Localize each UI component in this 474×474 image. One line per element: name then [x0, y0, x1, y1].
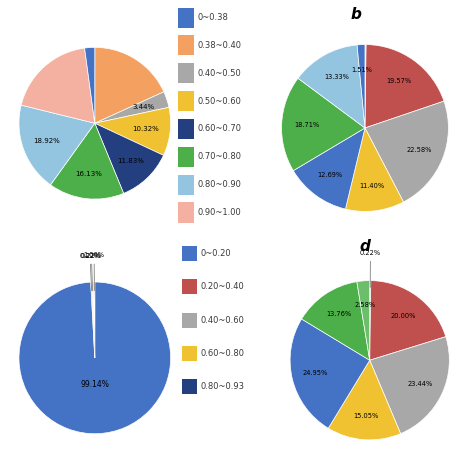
Bar [178, 174, 194, 195]
Text: 3.44%: 3.44% [133, 104, 155, 110]
Wedge shape [95, 107, 171, 155]
Text: 2.58%: 2.58% [355, 301, 376, 308]
Wedge shape [92, 282, 95, 358]
Wedge shape [94, 282, 95, 358]
Text: 0.90~1.00: 0.90~1.00 [198, 208, 242, 217]
Bar [182, 280, 197, 294]
Wedge shape [370, 337, 449, 434]
Wedge shape [95, 47, 164, 123]
Text: 13.33%: 13.33% [324, 74, 349, 80]
Text: 1.00%: 1.00% [83, 253, 105, 291]
Text: 0.60~0.80: 0.60~0.80 [200, 349, 244, 358]
Text: 0.80~0.90: 0.80~0.90 [198, 180, 242, 189]
Wedge shape [293, 128, 365, 209]
Text: 0.60~0.70: 0.60~0.70 [198, 125, 242, 134]
Text: 24.95%: 24.95% [303, 371, 328, 376]
Wedge shape [357, 281, 370, 360]
Text: 1.51%: 1.51% [352, 67, 373, 73]
Text: 0.50~0.60: 0.50~0.60 [198, 97, 242, 106]
Text: 23.44%: 23.44% [408, 381, 433, 387]
Wedge shape [84, 47, 95, 123]
Text: 0.22%: 0.22% [80, 253, 100, 291]
Text: 19.57%: 19.57% [387, 78, 412, 84]
Wedge shape [91, 282, 95, 358]
Bar [178, 8, 194, 27]
Text: 0~0.20: 0~0.20 [200, 249, 231, 258]
Text: 0.20~0.40: 0.20~0.40 [200, 283, 244, 292]
Text: 18.71%: 18.71% [294, 122, 319, 128]
Wedge shape [95, 92, 169, 123]
Bar [178, 147, 194, 167]
Wedge shape [370, 281, 371, 360]
Wedge shape [365, 45, 366, 128]
Text: b: b [350, 7, 361, 22]
Wedge shape [328, 360, 401, 440]
Wedge shape [346, 128, 403, 211]
Text: d: d [360, 239, 370, 255]
Text: 16.13%: 16.13% [75, 172, 102, 177]
Text: 12.69%: 12.69% [318, 172, 343, 178]
Wedge shape [19, 282, 171, 434]
Wedge shape [357, 45, 365, 128]
Text: 13.76%: 13.76% [326, 311, 351, 317]
Text: 11.83%: 11.83% [117, 157, 144, 164]
Text: 20.00%: 20.00% [391, 312, 416, 319]
Bar [178, 119, 194, 139]
Text: 0.38~0.40: 0.38~0.40 [198, 41, 242, 50]
Wedge shape [93, 282, 95, 358]
Bar [178, 63, 194, 83]
Bar [182, 313, 197, 328]
Wedge shape [95, 123, 164, 193]
Bar [178, 91, 194, 111]
Wedge shape [51, 123, 124, 199]
Text: 15.05%: 15.05% [353, 413, 378, 419]
Text: 0.40~0.50: 0.40~0.50 [198, 69, 242, 78]
Wedge shape [282, 78, 365, 171]
Wedge shape [301, 282, 370, 360]
Wedge shape [365, 45, 444, 128]
Text: 0.70~0.80: 0.70~0.80 [198, 152, 242, 161]
Bar [178, 202, 194, 222]
Text: 0~0.38: 0~0.38 [198, 13, 229, 22]
Wedge shape [365, 101, 448, 202]
Wedge shape [298, 45, 365, 128]
Text: 22.58%: 22.58% [407, 147, 432, 153]
Text: 11.40%: 11.40% [359, 183, 384, 189]
Text: 10.32%: 10.32% [133, 126, 159, 132]
Bar [178, 36, 194, 55]
Wedge shape [21, 48, 95, 123]
Bar [182, 246, 197, 261]
Text: 99.14%: 99.14% [81, 380, 109, 389]
Text: 0.80~0.93: 0.80~0.93 [200, 382, 244, 391]
Text: 18.92%: 18.92% [33, 138, 60, 144]
Text: 0.22%: 0.22% [81, 253, 102, 291]
Wedge shape [370, 281, 446, 360]
Text: 0.22%: 0.22% [360, 250, 381, 287]
Bar [182, 346, 197, 361]
Wedge shape [19, 105, 95, 185]
Wedge shape [290, 319, 370, 428]
Bar [182, 379, 197, 394]
Text: 0.40~0.60: 0.40~0.60 [200, 316, 244, 325]
